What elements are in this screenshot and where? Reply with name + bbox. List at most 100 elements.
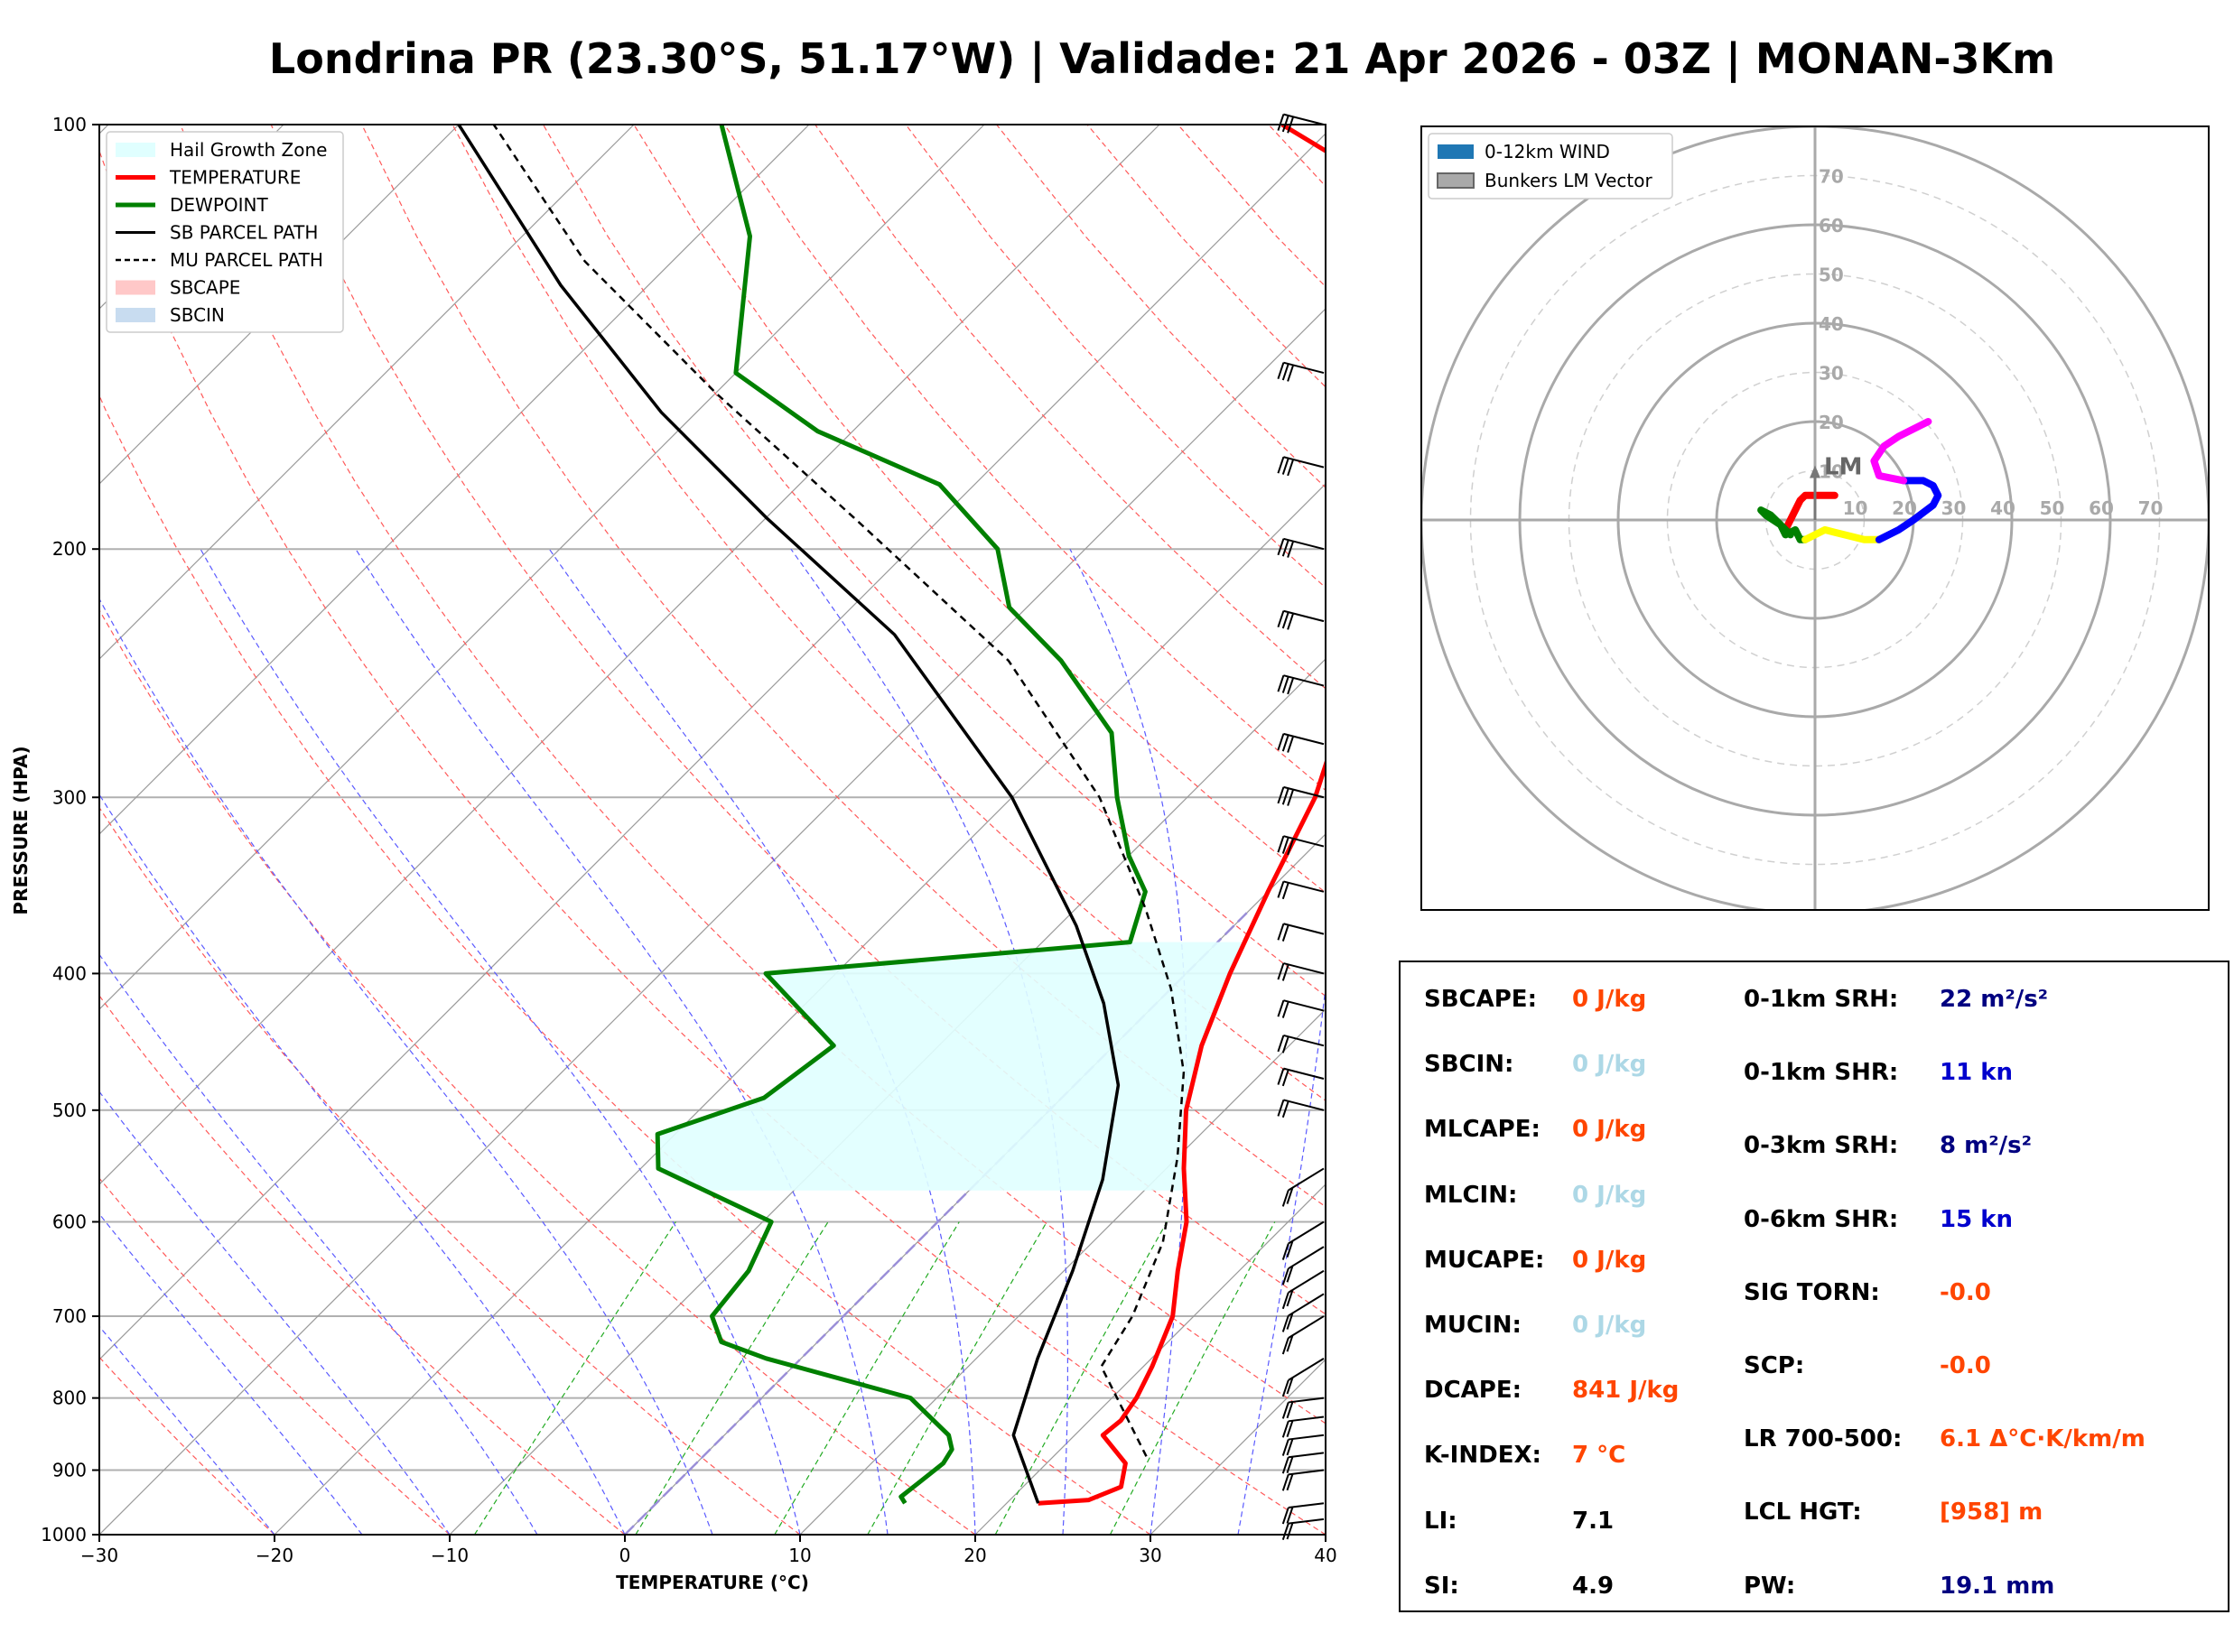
wind-barb-flag bbox=[1281, 1474, 1289, 1491]
param-value: 7 °C bbox=[1572, 1442, 1626, 1470]
wind-barb-flag bbox=[1287, 789, 1295, 806]
wind-barb-flag bbox=[1281, 1190, 1289, 1207]
wind-barb-flag bbox=[1281, 924, 1289, 942]
wind-barb-flag bbox=[1286, 1438, 1294, 1456]
wind-barb-flag bbox=[1287, 736, 1295, 753]
dry-adiabat bbox=[99, 608, 976, 1535]
wind-barb-flag bbox=[1277, 999, 1285, 1017]
wind-barb bbox=[1288, 1357, 1325, 1381]
wind-barb bbox=[1283, 1099, 1325, 1111]
moist-adiabat bbox=[99, 598, 713, 1535]
dry-adiabat bbox=[99, 806, 801, 1535]
hodograph: 10 10 20 20 30 30 40 40 50 50 60 60 70 70 LM 0-12km WI… bbox=[1420, 125, 2210, 911]
freezing-isotherm bbox=[624, 908, 1252, 1535]
x-tick-label: −20 bbox=[256, 1545, 293, 1566]
mixing-ratio-line bbox=[635, 1221, 829, 1535]
wind-barb-flag bbox=[1281, 1035, 1289, 1053]
isotherm bbox=[99, 125, 985, 1010]
legend-frame bbox=[106, 131, 344, 333]
param-value: 11 kn bbox=[1940, 1059, 2014, 1087]
isotherm bbox=[449, 658, 1326, 1535]
wind-barb-flag bbox=[1281, 1292, 1289, 1310]
wind-barb-flag bbox=[1281, 1402, 1289, 1419]
wind-barb-flag bbox=[1286, 1266, 1294, 1283]
hodograph-legend: 0-12km WIND Bunkers LM Vector bbox=[1428, 133, 1673, 200]
moist-adiabat bbox=[355, 548, 889, 1535]
moist-adiabat bbox=[99, 1091, 451, 1535]
hodograph-ring-label: 30 bbox=[1941, 497, 1967, 519]
param-value: 7.1 bbox=[1572, 1507, 1615, 1535]
wind-barb bbox=[1288, 1246, 1325, 1270]
isotherm bbox=[99, 133, 1326, 1360]
dry-adiabat bbox=[814, 125, 1326, 690]
wind-barb-flag bbox=[1277, 1100, 1285, 1117]
dry-adiabat bbox=[99, 149, 1326, 1535]
dry-adiabat bbox=[1177, 125, 1326, 288]
mixing-ratio-line bbox=[994, 1221, 1168, 1535]
legend-swatch bbox=[116, 143, 155, 157]
parameters-panel: SBCAPE: 0 J/kg SBCIN: 0 J/kg MLCAPE: 0 J/kg ML… bbox=[1399, 961, 2229, 1612]
param-value: 841 J/kg bbox=[1572, 1377, 1680, 1405]
wind-barbs bbox=[1277, 113, 1325, 1540]
skewt-diagram: −30 −20 −10 0 10 20 30 40 100 200 300 400 500 600 700 8… bbox=[10, 113, 1337, 1593]
wind-barb bbox=[1288, 1502, 1325, 1509]
wind-barb-flag bbox=[1281, 1456, 1289, 1474]
wind-barb-flag bbox=[1277, 881, 1285, 898]
wind-barb-flag bbox=[1286, 1473, 1294, 1491]
series-dewpoint bbox=[655, 125, 1148, 1505]
param-label: 0-1km SHR: bbox=[1744, 1059, 1899, 1087]
x-tick-label: −10 bbox=[431, 1545, 469, 1566]
moist-adiabat bbox=[200, 548, 801, 1535]
hodograph-ring-label: 20 bbox=[1892, 497, 1917, 519]
hodograph-ring-label: 30 bbox=[1819, 363, 1844, 385]
hodograph-ring-label: 40 bbox=[1819, 313, 1844, 335]
x-axis-label: TEMPERATURE (°C) bbox=[616, 1572, 809, 1593]
dry-adiabat bbox=[180, 125, 1326, 1425]
wind-barb-flag bbox=[1286, 1401, 1294, 1419]
x-tick-label: 0 bbox=[619, 1545, 631, 1566]
hodograph-segment bbox=[1801, 525, 1883, 543]
wind-barb bbox=[1288, 1315, 1325, 1339]
wind-barb bbox=[1283, 835, 1325, 848]
hodograph-ring-label: 50 bbox=[1819, 265, 1844, 286]
dry-adiabat bbox=[451, 125, 1326, 1102]
param-label: MLCIN: bbox=[1424, 1181, 1518, 1209]
wind-barb-flag bbox=[1281, 1337, 1289, 1355]
wind-barb-flag bbox=[1287, 838, 1295, 856]
wind-barb-flag bbox=[1281, 539, 1289, 557]
wind-barb-flag bbox=[1287, 677, 1295, 695]
moist-adiabat bbox=[99, 1212, 363, 1535]
wind-barb bbox=[1288, 1469, 1325, 1476]
dry-adiabat bbox=[905, 125, 1326, 589]
param-value: -0.0 bbox=[1940, 1278, 1991, 1306]
wind-barb-flag bbox=[1281, 1420, 1289, 1438]
wind-barb-flag bbox=[1287, 613, 1295, 630]
wind-barb-flag bbox=[1281, 1001, 1289, 1018]
dry-adiabat bbox=[99, 394, 1151, 1535]
wind-barb-flag bbox=[1277, 835, 1285, 853]
wind-barb-flag bbox=[1281, 1379, 1289, 1397]
wind-barb-flag bbox=[1281, 1243, 1289, 1260]
wind-barb bbox=[1283, 113, 1325, 125]
legend-entry: MU PARCEL PATH bbox=[170, 249, 323, 271]
param-value: 0 J/kg bbox=[1572, 1246, 1647, 1274]
param-label: LCL HGT: bbox=[1744, 1499, 1862, 1527]
hodograph-ring-label: 50 bbox=[2040, 497, 2065, 519]
skewt-frame bbox=[98, 124, 1326, 1536]
wind-barb-flag bbox=[1286, 1420, 1294, 1438]
wind-barb-flag bbox=[1281, 787, 1289, 805]
x-tick-label: −30 bbox=[80, 1545, 118, 1566]
legend-entry: Hail Growth Zone bbox=[170, 139, 327, 161]
param-label: LR 700-500: bbox=[1744, 1425, 1903, 1453]
legend-swatch bbox=[116, 280, 155, 295]
wind-barb-flag bbox=[1286, 1334, 1294, 1352]
dry-adiabat bbox=[1086, 125, 1326, 388]
hodograph-segment bbox=[1870, 418, 1932, 485]
wind-barb bbox=[1283, 361, 1325, 375]
param-label: SIG TORN: bbox=[1744, 1278, 1880, 1306]
y-tick-label: 800 bbox=[52, 1387, 87, 1409]
wind-barb bbox=[1288, 1167, 1325, 1192]
param-label: PW: bbox=[1744, 1572, 1796, 1600]
skewt-legend: Hail Growth Zone TEMPERATURE DEWPOINT SB PA… bbox=[106, 131, 344, 333]
param-label: MUCAPE: bbox=[1424, 1246, 1545, 1274]
